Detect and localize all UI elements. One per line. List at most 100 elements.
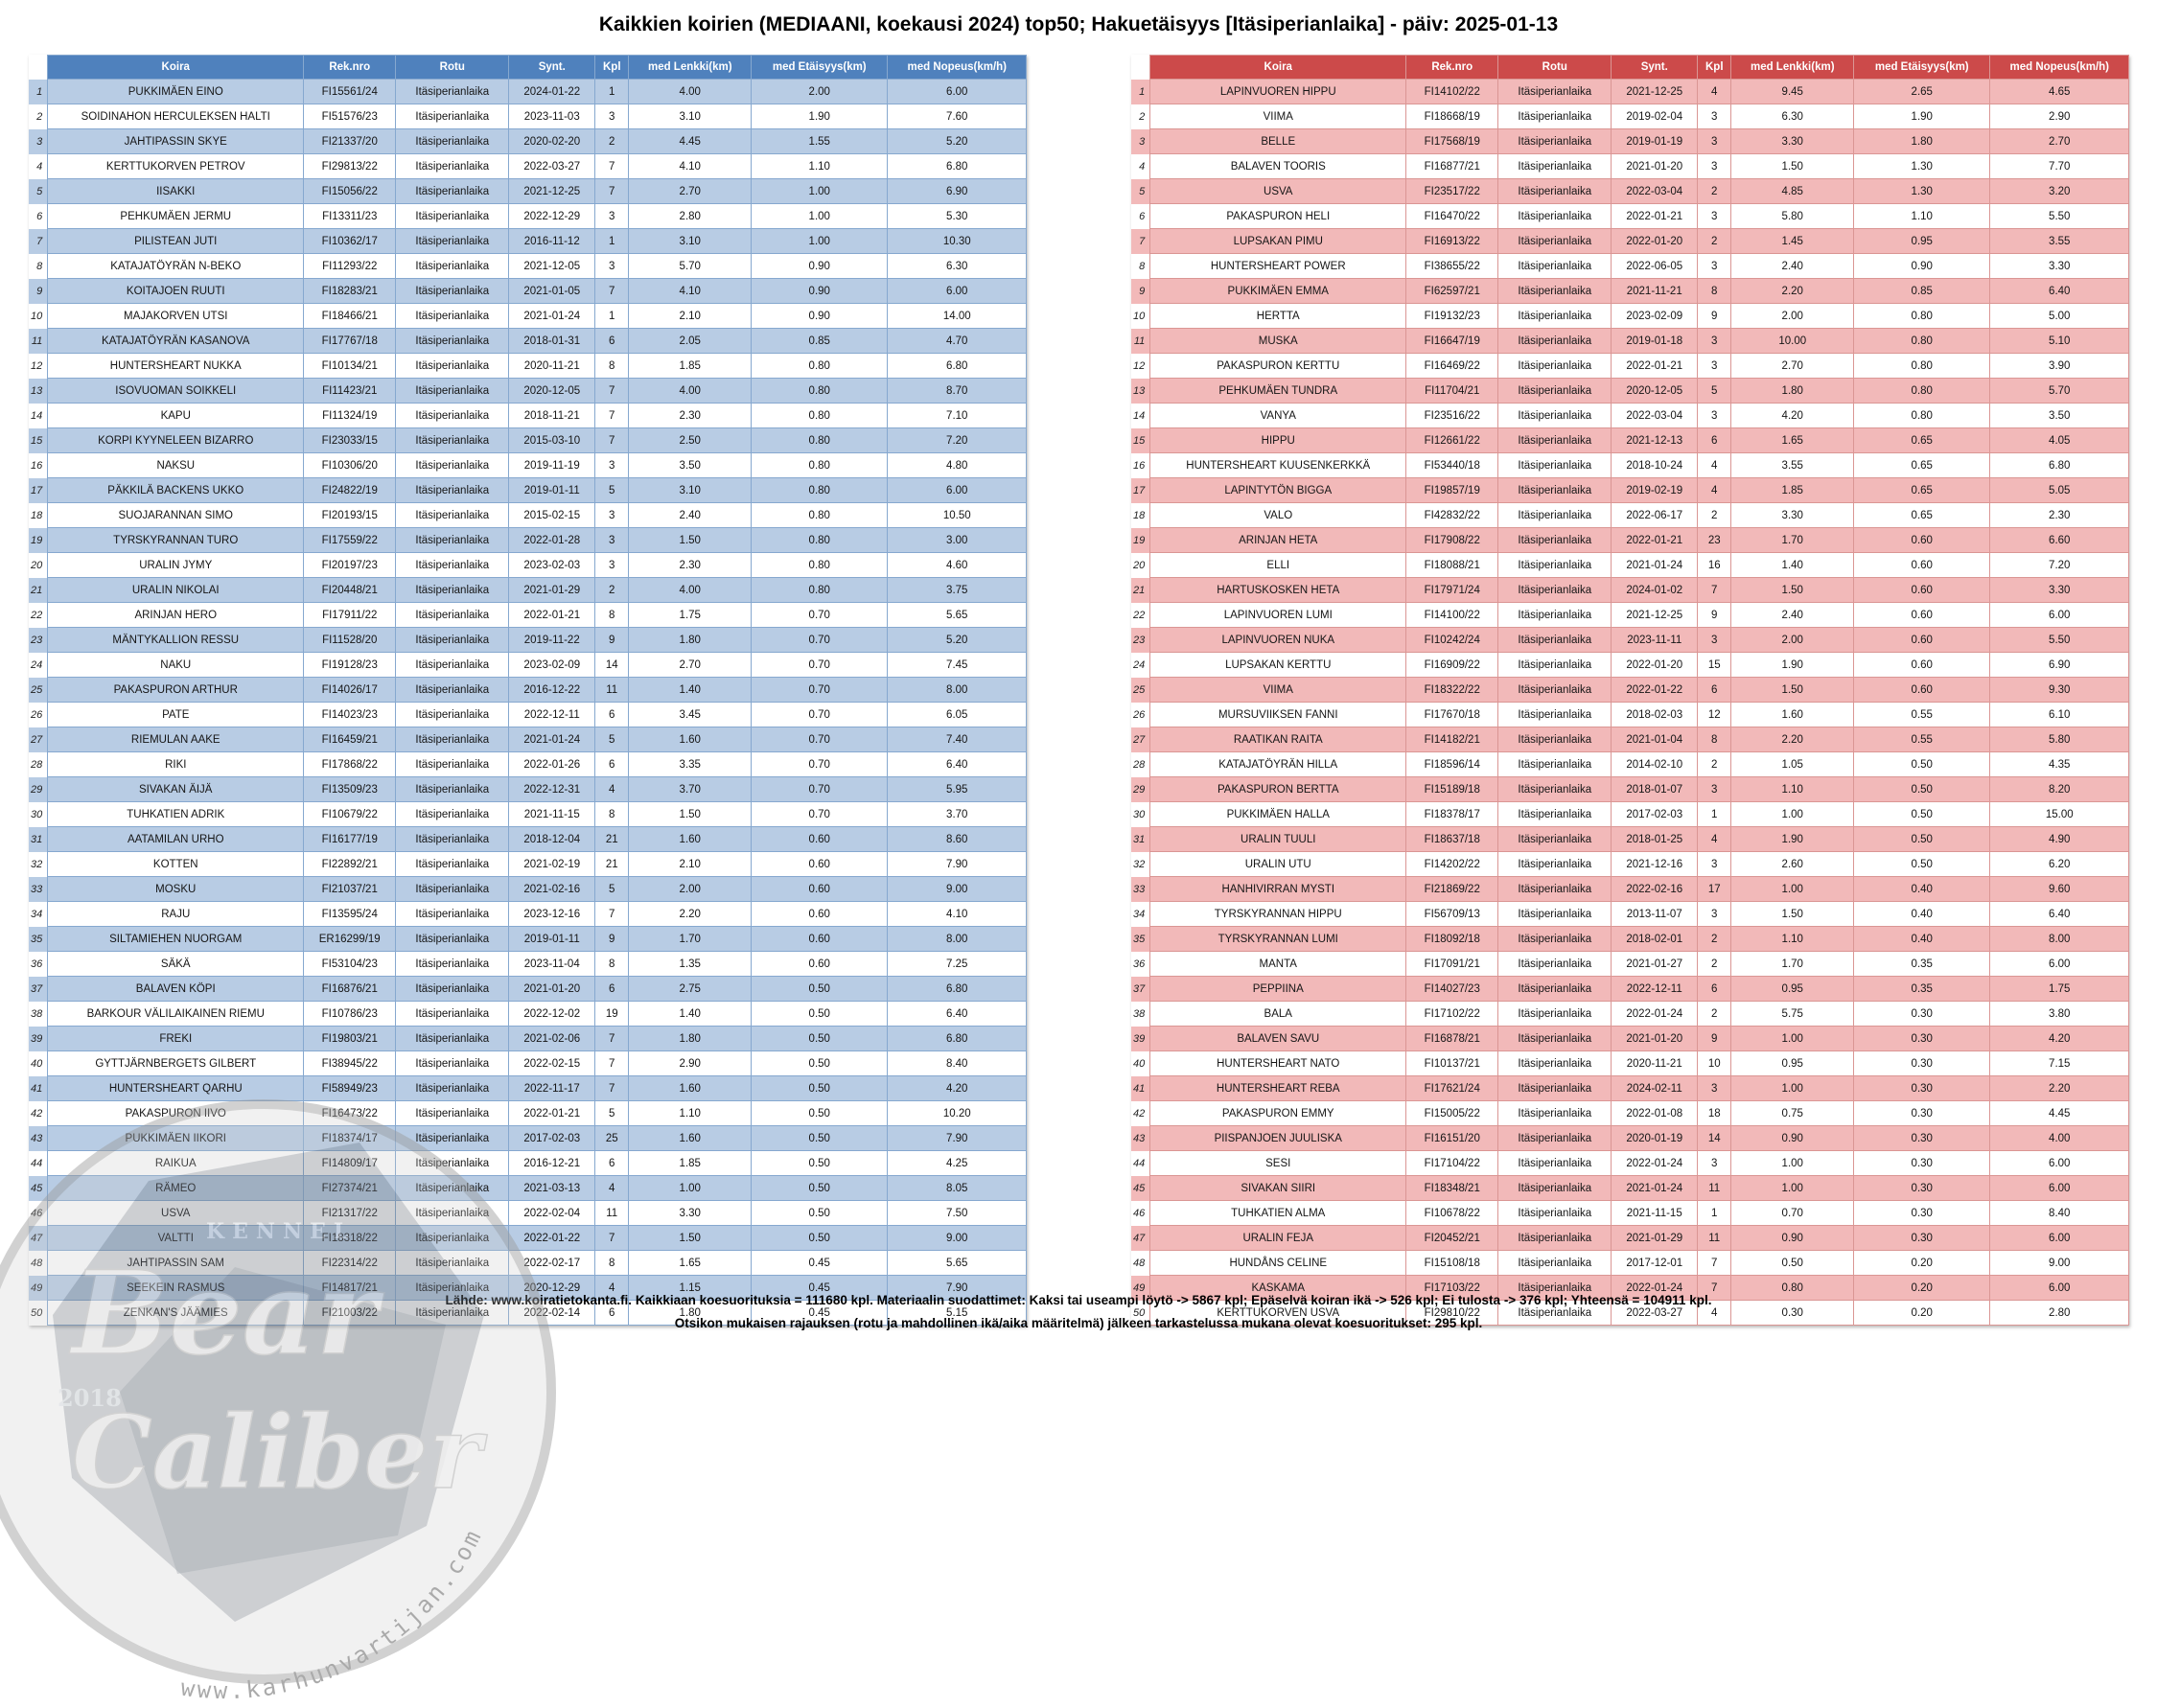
rank-number: 31 [1131, 826, 1150, 852]
med-lenkki-cell: 0.95 [1730, 976, 1855, 1002]
count-cell: 3 [594, 552, 630, 578]
dog-name-cell: SUOJARANNAN SIMO [47, 502, 305, 528]
med-nopeus-cell: 5.20 [887, 128, 1028, 154]
birth-date-cell: 2020-02-20 [508, 128, 596, 154]
reg-no-cell: FI16470/22 [1405, 203, 1499, 229]
birth-date-cell: 2018-01-31 [508, 328, 596, 354]
med-lenkki-cell: 1.50 [1730, 577, 1855, 603]
birth-date-cell: 2021-03-13 [508, 1175, 596, 1201]
breed-cell: Itäsiperianlaika [1497, 278, 1612, 304]
med-etaisyys-cell: 1.90 [1853, 104, 1991, 129]
med-etaisyys-cell: 0.40 [1853, 876, 1991, 902]
breed-cell: Itäsiperianlaika [1497, 203, 1612, 229]
dog-name-cell: TYRSKYRANNAN TURO [47, 527, 305, 553]
med-nopeus-cell: 3.20 [1989, 178, 2130, 204]
breed-cell: Itäsiperianlaika [395, 1050, 510, 1076]
med-nopeus-cell: 3.00 [887, 527, 1028, 553]
med-etaisyys-cell: 0.60 [1853, 652, 1991, 678]
med-etaisyys-cell: 0.90 [1853, 253, 1991, 279]
rank-number: 41 [1131, 1075, 1150, 1101]
rank-number: 47 [29, 1225, 48, 1251]
birth-date-cell: 2023-02-09 [1611, 303, 1699, 329]
med-nopeus-cell: 6.80 [887, 1026, 1028, 1051]
rank-number: 40 [1133, 1057, 1146, 1070]
breed-cell: Itäsiperianlaika [1497, 477, 1612, 503]
table-row: 31 AATAMILAN URHO FI16177/19 Itäsiperianlai… [29, 826, 1028, 852]
count-cell: 3 [594, 502, 630, 528]
count-cell: 8 [594, 1250, 630, 1276]
table-row: 27 RAATIKAN RAITA FI14182/21 Itäsiperianlai… [1131, 727, 2130, 752]
count-cell: 1 [1697, 1200, 1732, 1226]
rank-number: 30 [1133, 808, 1146, 820]
med-lenkki-cell: 4.00 [628, 577, 753, 603]
birth-date-cell: 2022-03-04 [1611, 403, 1699, 428]
table-row: 1 PUKKIMÄEN EINO FI15561/24 Itäsiperianlaik… [29, 79, 1028, 104]
count-cell: 4 [594, 1175, 630, 1201]
med-etaisyys-cell: 0.95 [1853, 228, 1991, 254]
breed-cell: Itäsiperianlaika [1497, 502, 1612, 528]
breed-cell: Itäsiperianlaika [395, 477, 510, 503]
med-etaisyys-cell: 0.50 [1853, 801, 1991, 827]
med-lenkki-cell: 2.40 [628, 502, 753, 528]
rank-number: 22 [1133, 609, 1146, 621]
reg-no-cell: FI18088/21 [1405, 552, 1499, 578]
breed-cell: Itäsiperianlaika [395, 403, 510, 428]
med-lenkki-cell: 1.60 [1730, 702, 1855, 727]
breed-cell: Itäsiperianlaika [1497, 527, 1612, 553]
med-nopeus-cell: 4.20 [1989, 1026, 2130, 1051]
med-nopeus-cell: 4.70 [887, 328, 1028, 354]
dog-name-cell: ELLI [1149, 552, 1407, 578]
med-nopeus-cell: 3.90 [1989, 353, 2130, 379]
reg-no-cell: FI16877/21 [1405, 153, 1499, 179]
med-lenkki-cell: 2.90 [628, 1050, 753, 1076]
count-cell: 4 [594, 1275, 630, 1301]
dog-name-cell: SOIDINAHON HERCULEKSEN HALTI [47, 104, 305, 129]
dog-name-cell: URALIN JYMY [47, 552, 305, 578]
birth-date-cell: 2017-12-01 [1611, 1250, 1699, 1276]
dog-name-cell: RAATIKAN RAITA [1149, 727, 1407, 752]
count-cell: 7 [594, 153, 630, 179]
breed-cell: Itäsiperianlaika [1497, 403, 1612, 428]
count-cell: 9 [1697, 303, 1732, 329]
med-lenkki-cell: 2.10 [628, 851, 753, 877]
med-etaisyys-cell: 0.70 [751, 652, 889, 678]
dog-name-cell: KERTTUKORVEN USVA [1149, 1300, 1407, 1326]
count-cell: 6 [594, 1300, 630, 1326]
med-nopeus-cell: 5.15 [887, 1300, 1028, 1326]
breed-cell: Itäsiperianlaika [395, 1150, 510, 1176]
birth-date-cell: 2019-02-04 [1611, 104, 1699, 129]
table-row: 8 KATAJATÖYRÄN N-BEKO FI11293/22 Itäsiperia… [29, 253, 1028, 279]
breed-cell: Itäsiperianlaika [395, 1200, 510, 1226]
table-row: 36 SÄKÄ FI53104/23 Itäsiperianlaika 2023-11-… [29, 951, 1028, 977]
birth-date-cell: 2018-02-03 [1611, 702, 1699, 727]
dog-name-cell: URALIN FEJA [1149, 1225, 1407, 1251]
med-nopeus-cell: 3.80 [1989, 1001, 2130, 1027]
birth-date-cell: 2023-11-11 [1611, 627, 1699, 653]
birth-date-cell: 2019-11-22 [508, 627, 596, 653]
dog-name-cell: RAIKUA [47, 1150, 305, 1176]
birth-date-cell: 2024-01-22 [508, 79, 596, 104]
dog-name-cell: RIKI [47, 751, 305, 777]
rank-number: 11 [29, 328, 48, 354]
table-row: 50 ZENKAN'S JÄÄMIES FI21003/22 Itäsiperianl… [29, 1300, 1028, 1326]
med-lenkki-cell: 2.30 [628, 552, 753, 578]
count-cell: 6 [1697, 427, 1732, 453]
breed-cell: Itäsiperianlaika [1497, 751, 1612, 777]
med-lenkki-cell: 2.70 [1730, 353, 1855, 379]
breed-cell: Itäsiperianlaika [395, 278, 510, 304]
reg-no-cell: FI13311/23 [303, 203, 397, 229]
count-cell: 7 [594, 378, 630, 404]
rank-number: 21 [29, 577, 48, 603]
birth-date-cell: 2024-01-02 [1611, 577, 1699, 603]
dog-name-cell: HANHIVIRRAN MYSTI [1149, 876, 1407, 902]
count-cell: 9 [1697, 602, 1732, 628]
footer-filter-line: Otsikon mukaisen rajauksen (rotu ja mahd… [674, 1316, 1483, 1330]
column-header: med Etäisyys(km) [1853, 55, 1991, 80]
reg-no-cell: FI16647/19 [1405, 328, 1499, 354]
med-etaisyys-cell: 0.30 [1853, 1075, 1991, 1101]
count-cell: 8 [1697, 278, 1732, 304]
table-row: 22 ARINJAN HERO FI17911/22 Itäsiperianlaika… [29, 602, 1028, 628]
reg-no-cell: FI14817/21 [303, 1275, 397, 1301]
med-nopeus-cell: 5.05 [1989, 477, 2130, 503]
table-row: 21 HARTUSKOSKEN HETA FI17971/24 Itäsiperian… [1131, 577, 2130, 603]
